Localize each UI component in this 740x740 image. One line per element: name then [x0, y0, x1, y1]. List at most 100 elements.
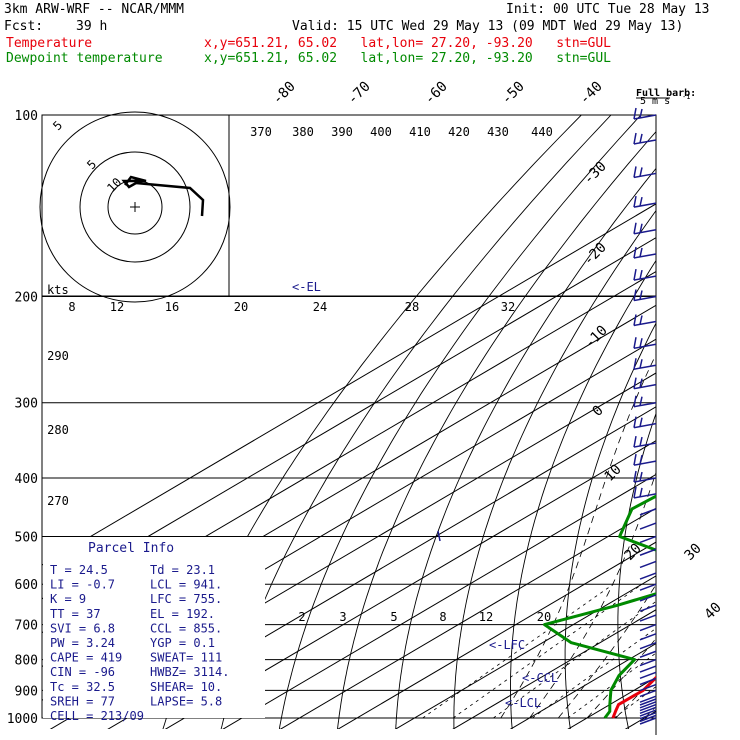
kts-scale-label: 8: [68, 300, 75, 314]
wind-barb: [639, 508, 657, 516]
wind-barb-feather: [639, 290, 643, 300]
pressure-label-600: 600: [15, 578, 38, 593]
wind-barb-feather: [633, 395, 637, 407]
ccl-label: <-CCL: [522, 671, 558, 685]
forecast-label: Fcst:: [4, 19, 44, 34]
wind-barb-feather: [633, 195, 637, 208]
isotherm: [394, 575, 656, 729]
isotherm-label: -50: [499, 79, 528, 108]
wind-barb-feather: [639, 454, 643, 465]
mixing-ratio-line: [452, 583, 643, 719]
dry-adiabat: [510, 259, 656, 729]
lfc-label: <-LFC: [489, 638, 525, 652]
wind-barb-feather: [633, 435, 637, 448]
wind-barb: [633, 320, 657, 327]
dewpoint-location: x,y=651.21, 65.02 lat,lon= 27.20, -93.20…: [204, 51, 611, 66]
wind-barb-feather: [639, 471, 643, 482]
isotherm: [337, 541, 656, 729]
kts-scale-label: 20: [234, 300, 248, 314]
mixing-ratio-label: 8: [439, 610, 446, 624]
isotherm: [222, 473, 656, 729]
wind-barb-feather: [639, 487, 643, 498]
wind-key-title: Full barb:: [636, 88, 696, 99]
isotherm: [42, 237, 656, 600]
wind-barb: [639, 594, 657, 602]
wind-barb-feather: [633, 337, 637, 349]
wind-barb: [633, 383, 657, 390]
moist-adiabat: [557, 583, 656, 719]
wind-barb: [639, 703, 657, 712]
theta-e-label: 380: [292, 125, 314, 139]
isotherm-label: 10: [602, 462, 625, 485]
valid-time: Valid: 15 UTC Wed 29 May 13 (09 MDT Wed …: [292, 19, 684, 34]
wind-barb-feather: [639, 396, 643, 406]
mixing-ratio-label: 3: [339, 610, 346, 624]
parcel-row-right: LAPSE= 5.8: [150, 694, 222, 708]
mixing-ratio-label: 20: [537, 610, 551, 624]
mixing-ratio-line: [613, 686, 656, 719]
sounding-profiles: [543, 494, 656, 719]
temperature-legend: Temperature: [6, 36, 93, 51]
wind-barb: [639, 689, 657, 698]
dry-adiabat: [564, 322, 656, 729]
kts-scale-label: 16: [165, 300, 179, 314]
dry-adiabat: [617, 412, 656, 729]
wind-barb: [639, 701, 657, 709]
parcel-row-right: Td = 23.1: [150, 563, 215, 577]
wind-barb: [633, 139, 657, 145]
pressure-label-200: 200: [15, 291, 38, 306]
lcl-label: <-LCL: [505, 696, 541, 710]
kts-scale-label: 24: [313, 300, 327, 314]
dry-adiabat: [395, 167, 656, 729]
parcel-row-right: CCL = 855.: [150, 621, 222, 635]
wind-barb: [639, 665, 657, 673]
hodograph-trace: [121, 175, 205, 217]
parcel-row-left: LI = -0.7: [50, 578, 115, 592]
pressure-label-400: 400: [15, 472, 38, 487]
wind-barb: [633, 493, 657, 499]
wind-barb-feather: [639, 223, 643, 233]
wind-key-unit: 5 m s: [640, 96, 670, 107]
parcel-level-markers: <-EL <-LFC <-CCL <-LCL: [292, 280, 558, 710]
wind-barb: [633, 275, 657, 281]
wind-barb: [633, 343, 657, 350]
moist-adiabat: [673, 221, 740, 718]
isotherm: [42, 203, 656, 566]
wind-barb: [639, 641, 657, 650]
wind-barb-feather: [633, 107, 637, 120]
wind-barb-feather: [639, 436, 643, 447]
mixing-ratio-label: 5: [390, 610, 397, 624]
dry-adiabat: [220, 115, 612, 729]
wind-barb: [633, 364, 657, 370]
isotherm-label: 0: [590, 403, 607, 420]
isotherm: [680, 115, 740, 731]
pressure-label-1000: 1000: [7, 712, 38, 727]
wind-barb: [639, 683, 657, 692]
wind-barb: [639, 712, 657, 720]
wind-barb-feather: [633, 377, 637, 389]
wind-barb: [633, 460, 657, 466]
wind-barb: [639, 695, 657, 703]
wind-barb-feather: [639, 108, 643, 119]
dry-adiabat: [337, 130, 656, 729]
wind-barb: [639, 658, 657, 667]
wind-barb: [633, 442, 657, 448]
parcel-info-panel: Parcel Info T = 24.5 Td = 23.1 LI = -0.7 LCL…: [43, 537, 265, 723]
theta-e-label: 410: [409, 125, 431, 139]
ring-label: 5: [84, 157, 99, 172]
wind-barb: [639, 709, 657, 717]
el-tick: [437, 530, 441, 542]
wind-barb: [633, 253, 657, 259]
wind-barb: [639, 714, 657, 723]
wind-barb: [639, 650, 657, 658]
theta-label: 290: [47, 349, 69, 363]
wind-barb: [633, 114, 657, 120]
wind-barb: [639, 572, 657, 580]
wind-barb: [633, 422, 657, 429]
wind-barb-feather: [639, 338, 643, 348]
parcel-row-left: SREH = 77: [50, 694, 115, 708]
isotherm: [107, 406, 656, 729]
wind-barb: [639, 548, 657, 556]
dry-adiabat: [453, 209, 656, 729]
dewpoint-profile: [543, 494, 656, 719]
